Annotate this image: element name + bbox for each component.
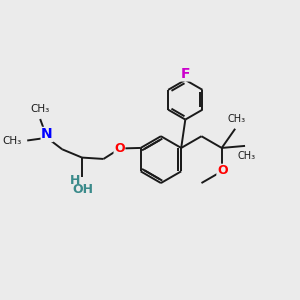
Text: O: O — [114, 142, 125, 155]
Text: O: O — [217, 164, 228, 177]
Text: OH: OH — [72, 184, 93, 196]
Text: CH₃: CH₃ — [2, 136, 21, 146]
Text: CH₃: CH₃ — [237, 151, 256, 161]
Text: N: N — [41, 128, 53, 141]
Text: F: F — [181, 67, 190, 81]
Text: CH₃: CH₃ — [227, 114, 246, 124]
Text: H: H — [70, 174, 80, 187]
Text: CH₃: CH₃ — [31, 103, 50, 113]
